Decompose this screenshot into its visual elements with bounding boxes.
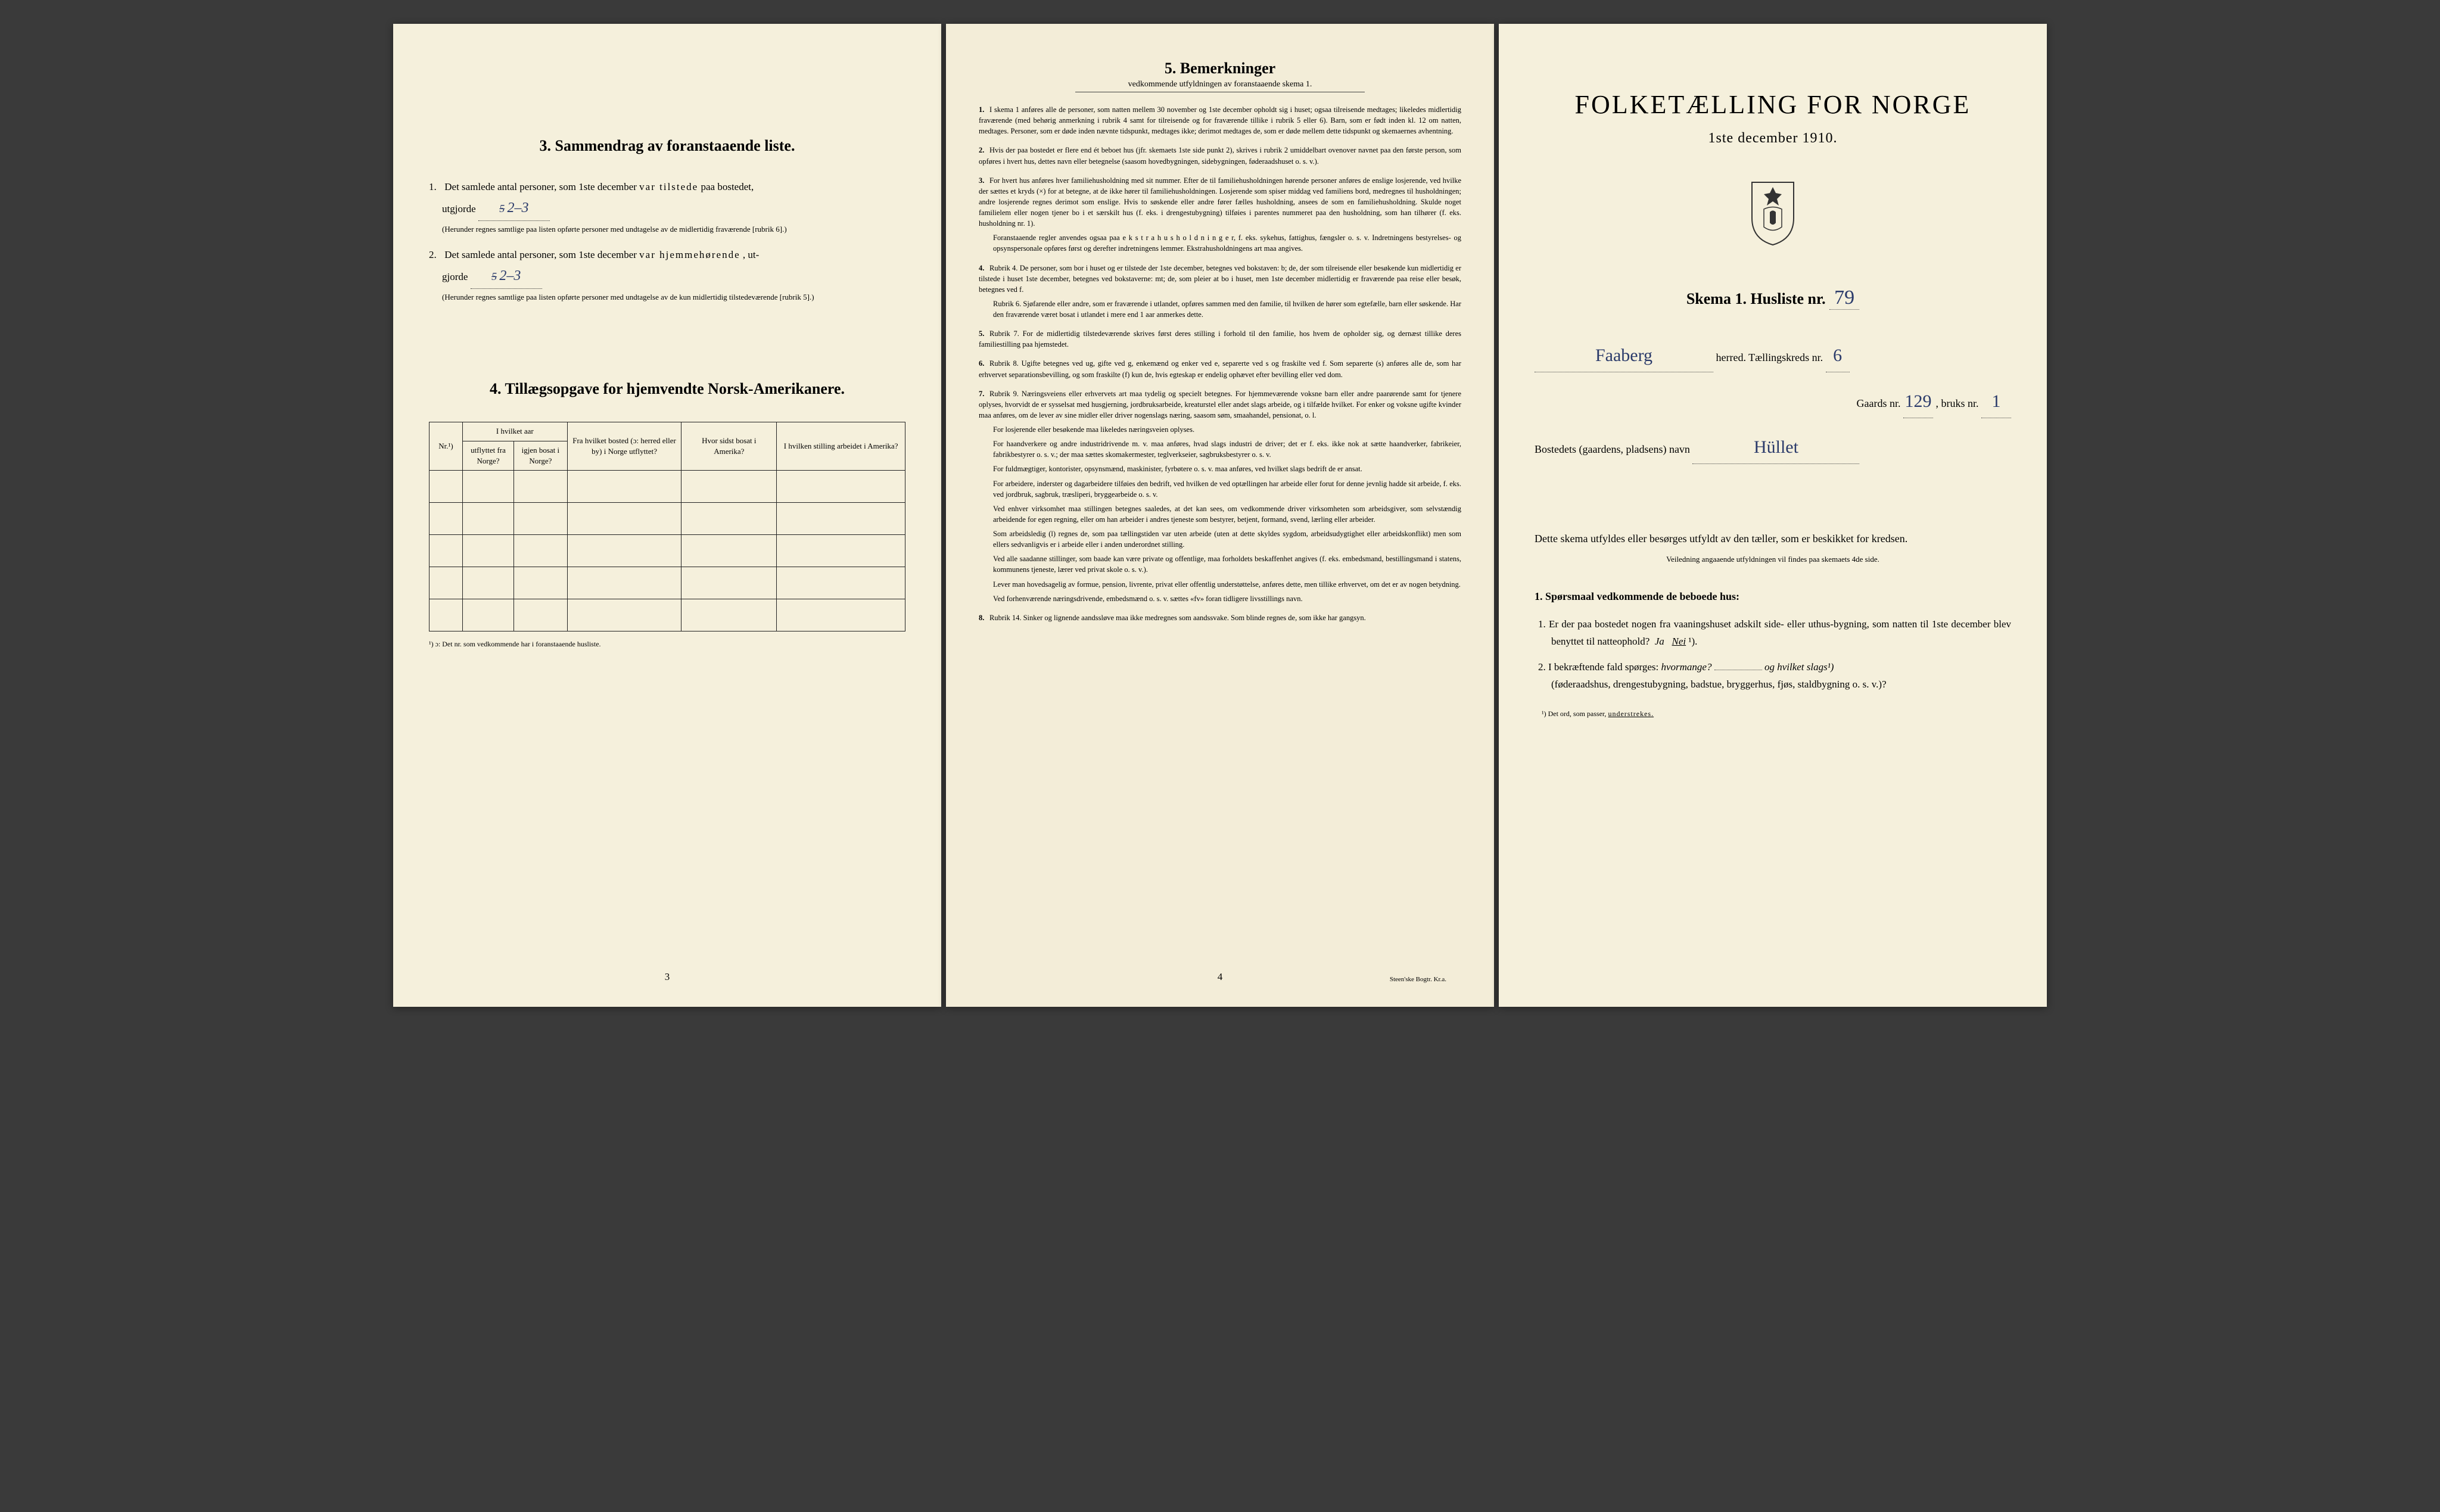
remark-item: 3.For hvert hus anføres hver familiehush… — [979, 175, 1461, 254]
remark-item: 4.Rubrik 4. De personer, som bor i huset… — [979, 263, 1461, 321]
question-heading: 1. Spørsmaal vedkommende de beboede hus: — [1535, 587, 2011, 606]
table-row — [430, 534, 905, 567]
instruction-block: Dette skema utfyldes eller besørges utfy… — [1535, 530, 2011, 720]
item-number: 1. — [429, 179, 442, 196]
value-field: 5 2–3 — [471, 264, 542, 289]
col-nr: Nr.¹) — [430, 422, 463, 471]
gaards-nr: 129 — [1905, 391, 1932, 411]
col-igjen: igjen bosat i Norge? — [514, 441, 568, 470]
bosted-name: Hüllet — [1754, 437, 1798, 457]
emphasis-text: var hjemmehørende — [639, 249, 740, 260]
husliste-nr: 79 — [1829, 287, 1859, 310]
col-stilling: I hvilken stilling arbeidet i Amerika? — [777, 422, 905, 471]
table-row — [430, 567, 905, 599]
herred-name: Faaberg — [1595, 346, 1652, 365]
instruction-sub: Veiledning angaaende utfyldningen vil fi… — [1535, 553, 2011, 566]
col-utflyttet: utflyttet fra Norge? — [462, 441, 513, 470]
gaards-line: Gaards nr. 129 , bruks nr. 1 — [1535, 385, 2011, 418]
summary-item-1: 1. Det samlede antal personer, som 1ste … — [429, 179, 905, 235]
fine-print: (Herunder regnes samtlige paa listen opf… — [442, 223, 905, 235]
col-amerika: Hvor sidst bosat i Amerika? — [681, 422, 777, 471]
table-row — [430, 470, 905, 502]
tilleg-table: Nr.¹) I hvilket aar Fra hvilket bosted (… — [429, 422, 905, 631]
item-number: 2. — [429, 247, 442, 264]
remark-item: 8.Rubrik 14. Sinker og lignende aandsslø… — [979, 612, 1461, 623]
table-footnote: ¹) ɔ: Det nr. som vedkommende har i fora… — [429, 640, 905, 649]
remarks-list: 1.I skema 1 anføres alle de personer, so… — [979, 104, 1461, 623]
answer-nei: Nei — [1672, 636, 1686, 647]
bruks-nr: 1 — [1992, 391, 2001, 411]
section-5-subheading: vedkommende utfyldningen av foranstaaend… — [1075, 80, 1365, 92]
answer-ja: Ja — [1655, 636, 1664, 647]
table-body — [430, 470, 905, 631]
section-3-heading: 3. Sammendrag av foranstaaende liste. — [429, 137, 905, 155]
herred-line: Faaberg herred. Tællingskreds nr. 6 — [1535, 340, 2011, 372]
page-2: 5. Bemerkninger vedkommende utfyldningen… — [946, 24, 1494, 1007]
table-row — [430, 502, 905, 534]
value-field: 5 2–3 — [478, 196, 550, 221]
page-number: 3 — [665, 971, 670, 983]
coat-of-arms-icon — [1535, 176, 2011, 251]
remark-item: 2.Hvis der paa bostedet er flere end ét … — [979, 145, 1461, 166]
page-number: 4 — [1218, 971, 1223, 983]
col-aar: I hvilket aar — [462, 422, 567, 441]
census-title: FOLKETÆLLING FOR NORGE — [1535, 89, 2011, 120]
question-1: 1. Er der paa bostedet nogen fra vaaning… — [1551, 616, 2011, 651]
census-date: 1ste december 1910. — [1535, 130, 2011, 147]
skema-line: Skema 1. Husliste nr. 79 — [1535, 287, 2011, 310]
instruction-text: Dette skema utfyldes eller besørges utfy… — [1535, 530, 2011, 548]
section-4-heading: 4. Tillægsopgave for hjemvendte Norsk-Am… — [429, 380, 905, 398]
table-row — [430, 599, 905, 631]
col-bosted: Fra hvilket bosted (ɔ: herred eller by) … — [567, 422, 681, 471]
remark-item: 1.I skema 1 anføres alle de personer, so… — [979, 104, 1461, 136]
remark-item: 5.Rubrik 7. For de midlertidig tilstedev… — [979, 328, 1461, 350]
remark-item: 7.Rubrik 9. Næringsveiens eller erhverve… — [979, 388, 1461, 604]
page3-footnote: ¹) Det ord, som passer, understrekes. — [1542, 708, 2011, 720]
page-3: FOLKETÆLLING FOR NORGE 1ste december 191… — [1499, 24, 2047, 1007]
emphasis-text: var tilstede — [639, 181, 698, 192]
question-2: 2. I bekræftende fald spørges: hvormange… — [1551, 659, 2011, 693]
fine-print: (Herunder regnes samtlige paa listen opf… — [442, 291, 905, 303]
summary-item-2: 2. Det samlede antal personer, som 1ste … — [429, 247, 905, 303]
section-5-heading: 5. Bemerkninger — [979, 60, 1461, 77]
remark-item: 6.Rubrik 8. Ugifte betegnes ved ug, gift… — [979, 358, 1461, 379]
bosted-line: Bostedets (gaardens, pladsens) navn Hüll… — [1535, 431, 2011, 464]
page-1: 3. Sammendrag av foranstaaende liste. 1.… — [393, 24, 941, 1007]
kreds-nr: 6 — [1833, 346, 1842, 365]
printer-credit: Steen'ske Bogtr. Kr.a. — [1390, 976, 1446, 983]
